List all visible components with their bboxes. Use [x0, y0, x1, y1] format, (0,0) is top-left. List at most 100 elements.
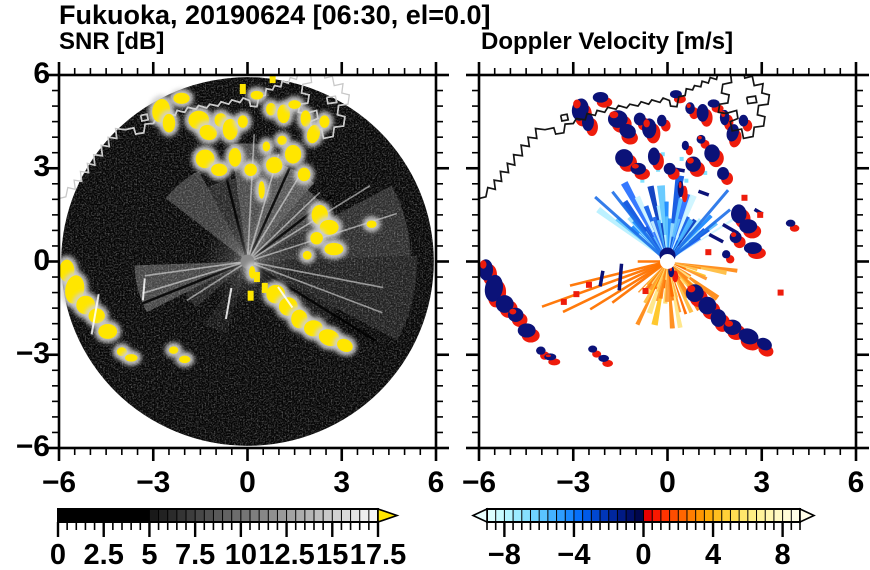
snr-panel-title: SNR [dB]	[59, 28, 165, 55]
coastline-doppler	[479, 75, 719, 200]
snr-clutter-blob	[258, 181, 265, 199]
doppler-clutter-blob	[544, 353, 557, 361]
doppler-colorbar-label: −4	[557, 539, 591, 570]
doppler-underflow-arrow	[471, 507, 488, 524]
doppler-clutter-blob	[588, 345, 598, 353]
doppler-clutter-blob	[756, 337, 772, 351]
doppler-colorbar	[471, 507, 816, 537]
snr-clutter-blob	[124, 354, 138, 362]
y-tick-label: 0	[33, 243, 50, 277]
coastline-snr	[297, 75, 351, 140]
snr-colorbar	[56, 507, 400, 537]
snr-clutter-blob	[98, 323, 118, 339]
snr-colorbar-label: 15	[316, 539, 349, 570]
x-tick-label: −6	[41, 466, 77, 499]
figure-title: Fukuoka, 20190624 [06:30, el=0.0]	[59, 0, 491, 30]
snr-clutter-blob	[88, 308, 105, 324]
y-tick-label: 3	[33, 150, 50, 184]
doppler-clutter-blob	[619, 123, 636, 139]
snr-clutter-blob	[222, 118, 238, 140]
snr-colorbar-label: 2.5	[83, 539, 124, 570]
snr-colorbar-label: 7.5	[174, 539, 216, 570]
snr-clutter-blob	[302, 250, 312, 260]
coastline-doppler	[717, 75, 771, 140]
doppler-clutter-blob	[710, 309, 727, 327]
snr-clutter-blob	[310, 231, 323, 245]
doppler-clutter-blob	[722, 250, 731, 259]
snr-clutter-blob	[306, 124, 321, 144]
doppler-clutter-blob	[707, 99, 720, 108]
snr-clutter-blob	[366, 220, 377, 228]
doppler-colorbar-label: −8	[487, 539, 521, 570]
doppler-clutter-blob	[517, 323, 536, 338]
snr-clutter-blob	[324, 242, 344, 256]
snr-clutter-blob	[262, 141, 271, 152]
doppler-clutter-blob	[696, 134, 706, 144]
snr-clutter-blob	[337, 338, 353, 353]
doppler-colorbar-label: 8	[774, 539, 791, 570]
doppler-clutter-blob	[598, 354, 610, 362]
doppler-colorbar-label: 0	[635, 539, 652, 570]
doppler-clutter-blob	[738, 114, 749, 127]
doppler-axes	[466, 62, 869, 461]
snr-clutter-blob	[237, 115, 248, 128]
doppler-clutter-blob	[657, 114, 667, 127]
coastline-snr	[140, 113, 149, 122]
doppler-clutter-blob	[730, 204, 747, 224]
snr-radar-plot	[59, 75, 434, 446]
snr-clutter-blob	[319, 219, 339, 235]
y-tick-label: −3	[15, 336, 50, 370]
doppler-radar-plot	[479, 75, 800, 367]
snr-colorbar-label: 12.5	[258, 539, 315, 570]
doppler-clutter-blob	[743, 242, 762, 254]
snr-clutter-blob	[168, 346, 179, 354]
doppler-clutter-blob	[704, 144, 720, 163]
snr-clutter-blob	[300, 110, 311, 127]
snr-colorbar-label: 17.5	[349, 539, 407, 570]
doppler-clutter-blob	[663, 162, 676, 175]
y-tick-label: 6	[33, 57, 50, 90]
snr-clutter-blob	[250, 90, 264, 100]
snr-clutter-blob	[199, 124, 217, 141]
x-tick-label: −3	[136, 466, 171, 499]
snr-clutter-blob	[297, 167, 311, 182]
snr-clutter-blob	[228, 148, 242, 167]
snr-clutter-blob	[288, 100, 301, 109]
snr-clutter-blob	[211, 163, 228, 177]
snr-clutter-blob	[266, 157, 283, 174]
doppler-clutter-blob	[484, 274, 504, 302]
doppler-clutter-blob	[647, 147, 660, 166]
snr-overflow-arrow	[377, 507, 400, 524]
doppler-clutter-blob	[536, 346, 546, 355]
doppler-clutter-blob	[738, 328, 759, 345]
snr-colorbar-label: 5	[141, 539, 158, 570]
x-tick-label: 6	[427, 466, 445, 499]
snr-clutter-blob	[173, 92, 190, 104]
doppler-clutter-blob	[633, 112, 646, 126]
doppler-colorbar-label: 4	[704, 539, 722, 570]
x-tick-label: 0	[239, 466, 256, 499]
snr-clutter-blob	[319, 115, 330, 128]
doppler-overflow-arrow	[799, 507, 816, 524]
doppler-clutter-blob	[581, 113, 594, 132]
doppler-clutter-blob	[592, 91, 609, 103]
coastline-doppler	[745, 95, 758, 105]
snr-clutter-blob	[284, 144, 302, 164]
snr-clutter-blob	[277, 135, 287, 145]
doppler-clutter-blob	[696, 103, 709, 122]
doppler-clutter-blob	[495, 295, 514, 313]
snr-colorbar-label: 0	[49, 539, 67, 570]
doppler-clutter-blob	[785, 219, 796, 227]
x-tick-label: −6	[461, 466, 497, 499]
y-tick-label: −6	[15, 430, 50, 463]
snr-clutter-blob	[162, 113, 176, 133]
doppler-clutter-blob	[717, 166, 730, 180]
coastline-snr	[326, 95, 338, 105]
x-tick-label: −3	[556, 466, 591, 499]
doppler-panel-title: Doppler Velocity [m/s]	[481, 28, 734, 55]
doppler-clutter-blob	[739, 219, 758, 234]
doppler-clutter-blob	[698, 296, 717, 315]
doppler-clutter-blob	[726, 124, 739, 142]
